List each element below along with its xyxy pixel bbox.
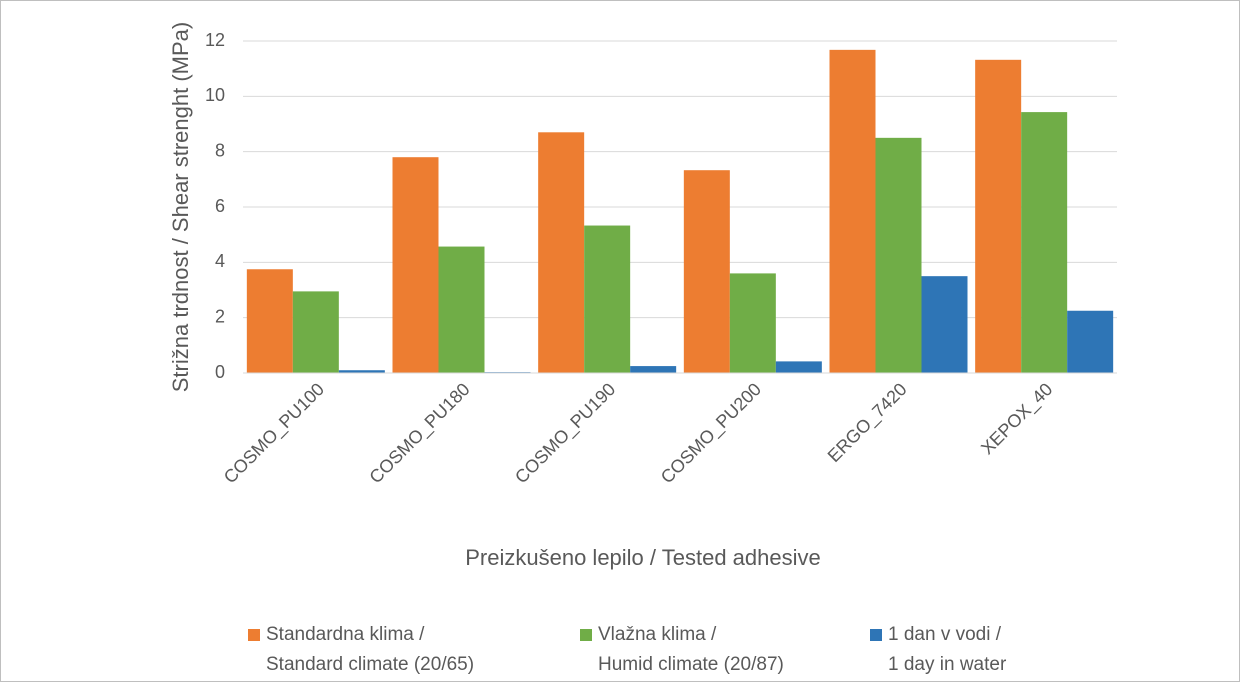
legend-label: Standardna klima / Standard climate (20/… — [266, 624, 475, 675]
bar — [338, 370, 385, 373]
bar — [246, 269, 293, 373]
bar — [538, 132, 585, 373]
bar — [630, 366, 677, 373]
bar — [683, 170, 730, 373]
bar — [1021, 112, 1068, 373]
x-axis-title: Preizkušeno lepilo / Tested adhesive — [465, 545, 820, 570]
bar — [292, 291, 339, 373]
bar — [584, 225, 631, 373]
legend-item: 1 dan v vodi / 1 day in water — [870, 620, 1006, 680]
bar — [1067, 310, 1114, 373]
bar — [775, 361, 822, 373]
legend-swatch — [580, 629, 592, 641]
y-tick-label: 2 — [215, 306, 225, 326]
bar — [829, 49, 876, 373]
y-tick-label: 0 — [215, 362, 225, 382]
legend-label: 1 dan v vodi / 1 day in water — [888, 624, 1007, 675]
bar — [729, 273, 776, 373]
legend-item: Standardna klima / Standard climate (20/… — [248, 620, 474, 680]
bar — [921, 276, 968, 373]
legend-swatch — [248, 629, 260, 641]
bar — [392, 157, 439, 373]
y-tick-label: 10 — [205, 85, 225, 105]
bar — [975, 59, 1022, 374]
bar — [875, 137, 922, 373]
legend-label: Vlažna klima / Humid climate (20/87) — [598, 624, 784, 675]
legend-swatch — [870, 629, 882, 641]
y-tick-label: 4 — [215, 251, 225, 271]
bar — [438, 246, 485, 373]
y-axis-title: Strižna trdnost / Shear strenght (MPa) — [168, 22, 193, 393]
y-tick-label: 8 — [215, 140, 225, 160]
y-tick-label: 12 — [205, 30, 225, 50]
y-tick-label: 6 — [215, 196, 225, 216]
legend-item: Vlažna klima / Humid climate (20/87) — [580, 620, 784, 680]
